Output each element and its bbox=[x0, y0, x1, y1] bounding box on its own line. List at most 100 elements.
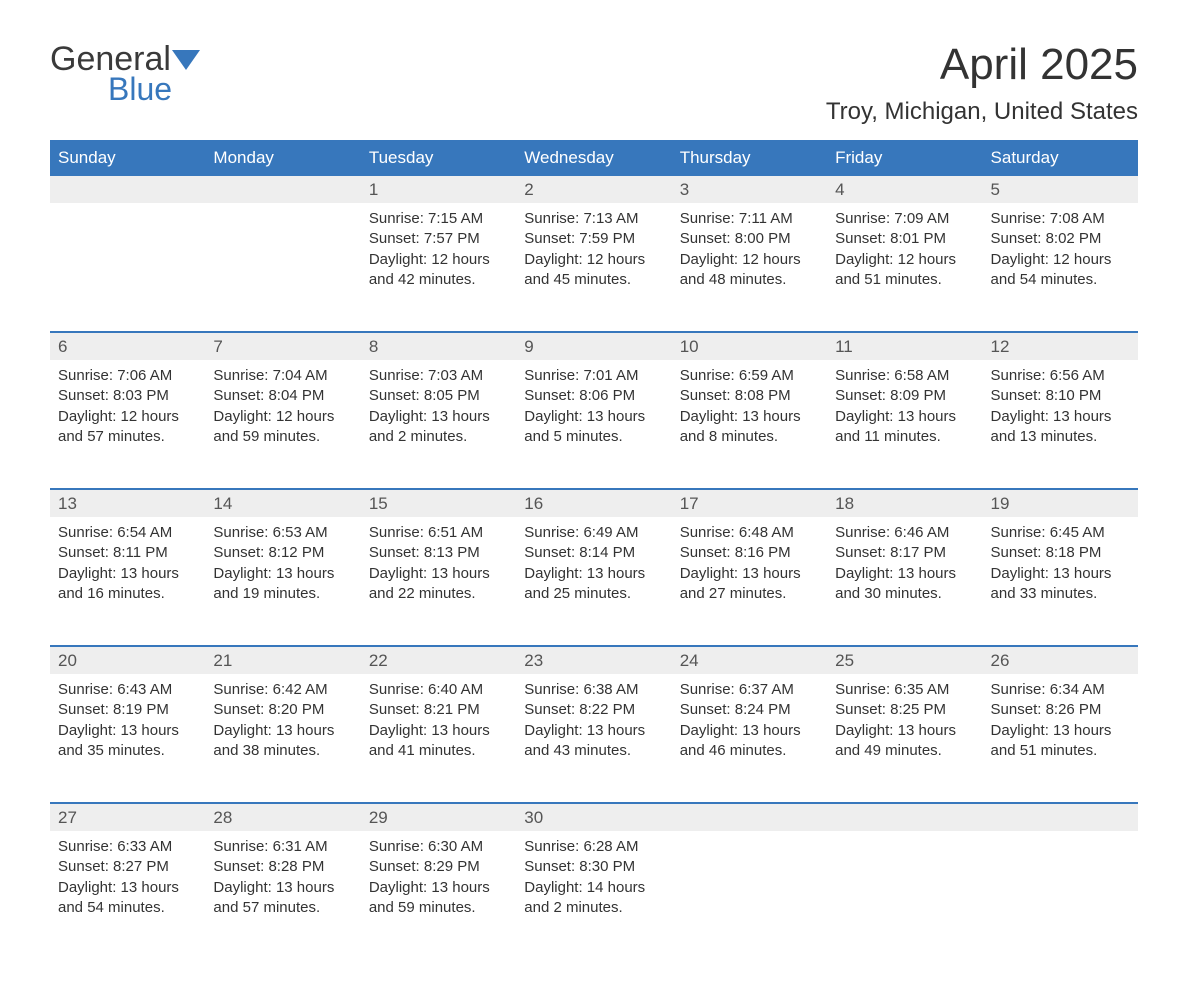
day-cell: Sunrise: 7:13 AMSunset: 7:59 PMDaylight:… bbox=[516, 203, 671, 331]
daylight-line1: Daylight: 12 hours bbox=[213, 407, 352, 427]
sunset-line: Sunset: 7:57 PM bbox=[369, 229, 508, 249]
daylight-line1: Daylight: 13 hours bbox=[680, 407, 819, 427]
daynum-row: 27282930 bbox=[50, 802, 1138, 831]
sunrise-line: Sunrise: 7:15 AM bbox=[369, 209, 508, 229]
sunrise-line: Sunrise: 7:08 AM bbox=[991, 209, 1130, 229]
day-cell: Sunrise: 7:01 AMSunset: 8:06 PMDaylight:… bbox=[516, 360, 671, 488]
sunrise-line: Sunrise: 7:09 AM bbox=[835, 209, 974, 229]
week-row: Sunrise: 6:33 AMSunset: 8:27 PMDaylight:… bbox=[50, 831, 1138, 959]
daylight-line1: Daylight: 12 hours bbox=[835, 250, 974, 270]
daylight-line2: and 2 minutes. bbox=[524, 898, 663, 918]
sunset-line: Sunset: 8:17 PM bbox=[835, 543, 974, 563]
day-cell: Sunrise: 7:06 AMSunset: 8:03 PMDaylight:… bbox=[50, 360, 205, 488]
sunset-line: Sunset: 8:02 PM bbox=[991, 229, 1130, 249]
day-number bbox=[50, 176, 205, 203]
day-cell-body: Sunrise: 6:51 AMSunset: 8:13 PMDaylight:… bbox=[361, 517, 516, 604]
sunrise-line: Sunrise: 6:30 AM bbox=[369, 837, 508, 857]
sunrise-line: Sunrise: 7:01 AM bbox=[524, 366, 663, 386]
daynum-row: 12345 bbox=[50, 176, 1138, 203]
daylight-line2: and 33 minutes. bbox=[991, 584, 1130, 604]
sunset-line: Sunset: 8:16 PM bbox=[680, 543, 819, 563]
sunset-line: Sunset: 8:14 PM bbox=[524, 543, 663, 563]
title-block: April 2025 Troy, Michigan, United States bbox=[826, 40, 1138, 126]
sunset-line: Sunset: 8:11 PM bbox=[58, 543, 197, 563]
day-cell-body: Sunrise: 6:42 AMSunset: 8:20 PMDaylight:… bbox=[205, 674, 360, 761]
day-cell-body: Sunrise: 7:13 AMSunset: 7:59 PMDaylight:… bbox=[516, 203, 671, 290]
daylight-line2: and 38 minutes. bbox=[213, 741, 352, 761]
daylight-line2: and 59 minutes. bbox=[213, 427, 352, 447]
month-title: April 2025 bbox=[826, 40, 1138, 90]
daylight-line1: Daylight: 13 hours bbox=[369, 721, 508, 741]
daylight-line2: and 5 minutes. bbox=[524, 427, 663, 447]
daylight-line1: Daylight: 13 hours bbox=[991, 564, 1130, 584]
day-number bbox=[827, 804, 982, 831]
dayhead-sunday: Sunday bbox=[50, 140, 205, 176]
daylight-line1: Daylight: 13 hours bbox=[835, 564, 974, 584]
day-cell-body: Sunrise: 6:59 AMSunset: 8:08 PMDaylight:… bbox=[672, 360, 827, 447]
sunset-line: Sunset: 8:19 PM bbox=[58, 700, 197, 720]
daylight-line2: and 41 minutes. bbox=[369, 741, 508, 761]
day-cell: Sunrise: 6:49 AMSunset: 8:14 PMDaylight:… bbox=[516, 517, 671, 645]
logo-blue-text: Blue bbox=[108, 71, 200, 108]
day-number: 7 bbox=[205, 333, 360, 360]
dayhead-monday: Monday bbox=[205, 140, 360, 176]
daylight-line2: and 22 minutes. bbox=[369, 584, 508, 604]
day-number: 11 bbox=[827, 333, 982, 360]
day-cell-body: Sunrise: 6:46 AMSunset: 8:17 PMDaylight:… bbox=[827, 517, 982, 604]
header: General Blue April 2025 Troy, Michigan, … bbox=[50, 40, 1138, 126]
day-number: 21 bbox=[205, 647, 360, 674]
day-cell: Sunrise: 6:38 AMSunset: 8:22 PMDaylight:… bbox=[516, 674, 671, 802]
sunrise-line: Sunrise: 7:06 AM bbox=[58, 366, 197, 386]
day-number: 28 bbox=[205, 804, 360, 831]
day-cell-body: Sunrise: 6:35 AMSunset: 8:25 PMDaylight:… bbox=[827, 674, 982, 761]
day-cell-body: Sunrise: 7:04 AMSunset: 8:04 PMDaylight:… bbox=[205, 360, 360, 447]
dayhead-friday: Friday bbox=[827, 140, 982, 176]
daylight-line2: and 11 minutes. bbox=[835, 427, 974, 447]
sunset-line: Sunset: 8:30 PM bbox=[524, 857, 663, 877]
sunrise-line: Sunrise: 6:28 AM bbox=[524, 837, 663, 857]
daynum-row: 6789101112 bbox=[50, 331, 1138, 360]
day-cell: Sunrise: 6:28 AMSunset: 8:30 PMDaylight:… bbox=[516, 831, 671, 959]
sunrise-line: Sunrise: 7:03 AM bbox=[369, 366, 508, 386]
sunset-line: Sunset: 8:12 PM bbox=[213, 543, 352, 563]
day-number bbox=[672, 804, 827, 831]
logo-flag-icon bbox=[172, 48, 200, 75]
sunset-line: Sunset: 8:04 PM bbox=[213, 386, 352, 406]
day-cell-body: Sunrise: 6:33 AMSunset: 8:27 PMDaylight:… bbox=[50, 831, 205, 918]
day-number: 29 bbox=[361, 804, 516, 831]
logo: General Blue bbox=[50, 40, 200, 108]
sunrise-line: Sunrise: 6:31 AM bbox=[213, 837, 352, 857]
day-cell: Sunrise: 6:46 AMSunset: 8:17 PMDaylight:… bbox=[827, 517, 982, 645]
daylight-line1: Daylight: 13 hours bbox=[524, 407, 663, 427]
day-number: 5 bbox=[983, 176, 1138, 203]
sunrise-line: Sunrise: 6:42 AM bbox=[213, 680, 352, 700]
daylight-line1: Daylight: 13 hours bbox=[369, 878, 508, 898]
day-number: 22 bbox=[361, 647, 516, 674]
day-cell: Sunrise: 6:56 AMSunset: 8:10 PMDaylight:… bbox=[983, 360, 1138, 488]
sunrise-line: Sunrise: 6:38 AM bbox=[524, 680, 663, 700]
sunrise-line: Sunrise: 6:59 AM bbox=[680, 366, 819, 386]
day-cell: Sunrise: 6:30 AMSunset: 8:29 PMDaylight:… bbox=[361, 831, 516, 959]
sunrise-line: Sunrise: 6:45 AM bbox=[991, 523, 1130, 543]
sunrise-line: Sunrise: 6:35 AM bbox=[835, 680, 974, 700]
daylight-line2: and 54 minutes. bbox=[991, 270, 1130, 290]
day-cell-body: Sunrise: 6:40 AMSunset: 8:21 PMDaylight:… bbox=[361, 674, 516, 761]
sunset-line: Sunset: 8:26 PM bbox=[991, 700, 1130, 720]
daylight-line2: and 51 minutes. bbox=[991, 741, 1130, 761]
day-cell: Sunrise: 6:54 AMSunset: 8:11 PMDaylight:… bbox=[50, 517, 205, 645]
day-cell: Sunrise: 7:08 AMSunset: 8:02 PMDaylight:… bbox=[983, 203, 1138, 331]
sunset-line: Sunset: 8:24 PM bbox=[680, 700, 819, 720]
weeks-container: 12345 Sunrise: 7:15 AMSunset: 7:57 PM Dayl… bbox=[50, 176, 1138, 959]
week-row: Sunrise: 7:15 AMSunset: 7:57 PM Daylight:… bbox=[50, 203, 1138, 331]
day-number: 15 bbox=[361, 490, 516, 517]
sunrise-line: Sunrise: 6:58 AM bbox=[835, 366, 974, 386]
sunrise-line: Sunrise: 6:56 AM bbox=[991, 366, 1130, 386]
day-number: 30 bbox=[516, 804, 671, 831]
day-cell: Sunrise: 6:51 AMSunset: 8:13 PMDaylight:… bbox=[361, 517, 516, 645]
daylight-line1: Daylight: 13 hours bbox=[58, 564, 197, 584]
day-number: 12 bbox=[983, 333, 1138, 360]
day-cell-body: Sunrise: 6:53 AMSunset: 8:12 PMDaylight:… bbox=[205, 517, 360, 604]
daylight-line1: Daylight: 12 hours bbox=[58, 407, 197, 427]
daylight-line2: and 42 minutes. bbox=[369, 270, 508, 290]
daylight-line1: Daylight: 13 hours bbox=[991, 407, 1130, 427]
